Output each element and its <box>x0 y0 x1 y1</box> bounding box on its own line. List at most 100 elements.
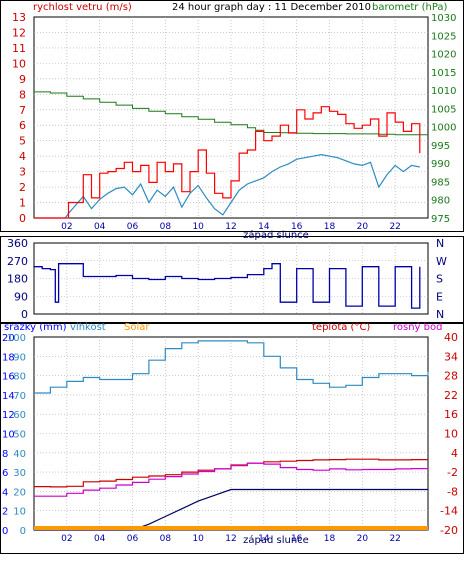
panel3-rain-tick-label: 14 <box>2 391 15 402</box>
legend-humidity: vlhkost <box>70 322 106 333</box>
panel1-y2tick-label: 995 <box>431 141 450 152</box>
panel2-ytick-label: 90 <box>14 290 28 303</box>
panel1-y2tick-label: 980 <box>431 196 450 207</box>
panel1-xtick-label: 12 <box>225 222 236 232</box>
panel1-xtick-label: 08 <box>160 222 172 232</box>
wind-direction-series-line <box>34 263 421 309</box>
panel3-temp-tick-label: 22 <box>444 389 458 402</box>
panel3-temp-tick-label: -14 <box>440 505 458 518</box>
panel3-rain-tick-label: 8 <box>2 449 8 460</box>
panel2-ytick-label: 360 <box>7 237 28 250</box>
panel3-xtick-label: 04 <box>94 534 106 544</box>
panel3-temp-tick-label: -20 <box>440 524 458 537</box>
panel3-xtick-label: 06 <box>127 534 139 544</box>
panel3-xtick-label: 10 <box>192 534 204 544</box>
panel1-xtick-label: 22 <box>389 222 400 232</box>
panel3-rain-tick-label: 0 <box>2 526 8 537</box>
wind-axis-label: rychlost vetru (m/s) <box>33 2 132 13</box>
panel3-humidity-tick-label: 10 <box>13 507 26 518</box>
panel1-ytick-label: 8 <box>19 88 26 101</box>
legend-dewpoint: rosný bod <box>393 321 442 333</box>
panel1-ytick-label: 0 <box>19 212 26 225</box>
panel3-temp-tick-label: -2 <box>447 466 458 479</box>
panel3-humidity-tick-label: 60 <box>13 410 26 421</box>
panel3-rain-tick-label: 12 <box>2 410 15 421</box>
panel3-humidity-tick-label: 20 <box>13 487 26 498</box>
panel3-humidity-tick-label: 30 <box>13 468 26 479</box>
panel2-ytick-label: 270 <box>7 255 28 268</box>
panel3-humidity-tick-label: 90 <box>13 352 26 363</box>
panel1-ytick-label: 5 <box>19 135 26 148</box>
panel1-y2tick-label: 985 <box>431 177 450 188</box>
pressure-series-line <box>34 91 428 136</box>
panel1-xtick-label: 20 <box>357 222 369 232</box>
panel1-xtick-label: 10 <box>192 222 204 232</box>
panel3-humidity-tick-label: 100 <box>7 333 26 344</box>
panel3-xtick-label: 20 <box>357 534 369 544</box>
legend-rain: srážky (mm) <box>4 321 67 333</box>
panel3-xtick-label: 18 <box>324 534 336 544</box>
panel1-ytick-label: 13 <box>12 11 26 24</box>
panel3-rain-tick-label: 18 <box>2 352 15 363</box>
panel2-ytick-label: 0 <box>21 308 28 321</box>
panel1-y2tick-label: 1020 <box>431 50 456 61</box>
pressure-axis-label: barometr (hPa) <box>372 2 448 13</box>
panel3-xtick-label: 16 <box>291 534 303 544</box>
panel1-xtick-label: 16 <box>291 222 303 232</box>
humidity-series-line <box>34 340 429 394</box>
panel1-ytick-label: 4 <box>19 150 26 163</box>
panel3-xtick-label: 12 <box>225 534 236 544</box>
panel1-ytick-label: 2 <box>19 181 26 194</box>
panel1-ytick-label: 10 <box>12 57 26 70</box>
panel3-xtick-label: 08 <box>160 534 172 544</box>
panel3-temp-tick-label: -8 <box>447 485 458 498</box>
panel1-xtick-label: 06 <box>127 222 139 232</box>
panel1-ytick-label: 6 <box>19 119 26 132</box>
panel3-rain-tick-label: 6 <box>2 468 8 479</box>
panel3-humidity-tick-label: 40 <box>13 449 26 460</box>
chart-title: 24 hour graph day : 11 December 2010 <box>172 2 371 13</box>
panel1-y2tick-label: 1000 <box>431 123 456 134</box>
panel1-xtick-label: 18 <box>324 222 336 232</box>
panel1-ytick-label: 7 <box>19 104 26 117</box>
panel1-xtick-label: 04 <box>94 222 106 232</box>
panel1-y2tick-label: 1015 <box>431 68 456 79</box>
panel2-y2tick-label: E <box>436 290 443 303</box>
panel3-humidity-tick-label: 80 <box>13 372 26 383</box>
panel3-temp-tick-label: 4 <box>451 447 458 460</box>
panel1-y2tick-label: 1030 <box>431 13 456 24</box>
panel3-temp-tick-label: 34 <box>444 350 458 363</box>
panel3-humidity-tick-label: 70 <box>13 391 26 402</box>
legend-solar: Solar <box>124 322 150 333</box>
panel3-temp-tick-label: 16 <box>444 408 458 421</box>
panel1-y2tick-label: 990 <box>431 159 450 170</box>
panel3-rain-tick-label: 4 <box>2 487 8 498</box>
panel1-ytick-label: 11 <box>12 42 26 55</box>
panel3-xtick-label: 22 <box>389 534 400 544</box>
panel3-rain-tick-label: 2 <box>2 507 8 518</box>
panel2-y2tick-label: N <box>436 308 444 321</box>
panel1-ytick-label: 1 <box>19 197 26 210</box>
panel1-ytick-label: 9 <box>19 73 26 86</box>
legend-temperature: teplota (°C) <box>312 322 370 333</box>
panel1-ytick-label: 12 <box>12 26 26 39</box>
wind-gust-series-line <box>34 106 421 219</box>
panel1-xtick-label: 02 <box>61 222 72 232</box>
panel2-ytick-label: 180 <box>7 273 28 286</box>
panel2-y2tick-label: N <box>436 237 444 250</box>
panel3-temp-tick-label: 28 <box>444 370 458 383</box>
panel1-ytick-label: 3 <box>19 166 26 179</box>
panel3-humidity-tick-label: 50 <box>13 430 26 441</box>
panel3-humidity-tick-label: 0 <box>20 526 26 537</box>
panel1-y2tick-label: 1010 <box>431 86 456 97</box>
panel3-rain-tick-label: 16 <box>2 372 15 383</box>
panel1-y2tick-label: 975 <box>431 214 450 225</box>
panel3-rain-tick-label: 20 <box>2 333 15 344</box>
panel1-xtick-label: 14 <box>258 222 270 232</box>
panel3-rain-tick-label: 10 <box>2 430 15 441</box>
panel3-xtick-label: 02 <box>61 534 72 544</box>
panel3-xtick-label: 14 <box>258 534 270 544</box>
dewpoint-series-line <box>34 462 429 497</box>
panel1-y2tick-label: 1005 <box>431 104 456 115</box>
